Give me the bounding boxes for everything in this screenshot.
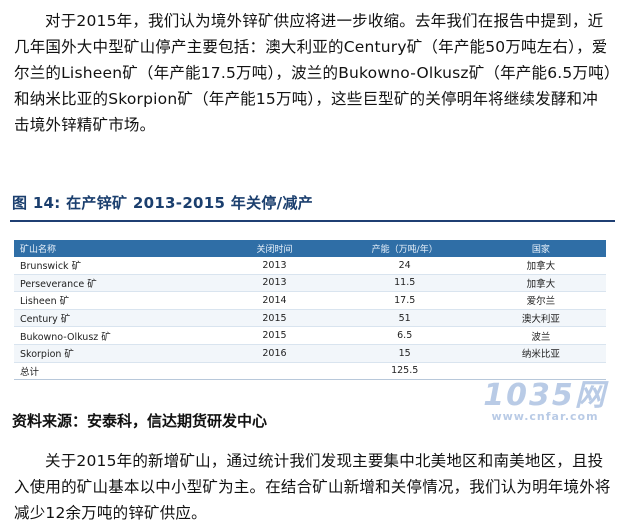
cell-mine-name: Bukowno-Olkusz 矿	[14, 326, 216, 345]
header-mine-name: 矿山名称	[14, 240, 216, 257]
header-capacity: 产能（万吨/年）	[333, 240, 476, 257]
cell-total-label: 总计	[14, 362, 216, 381]
figure-title: 图 14: 在产锌矿 2013-2015 年关停/减产	[12, 194, 314, 212]
table-row: Perseverance 矿 2013 11.5 加拿大	[14, 274, 606, 293]
cell-country: 澳大利亚	[475, 309, 606, 328]
watermark-logo: 1035网	[483, 378, 607, 413]
watermark-url: www.cnfar.com	[491, 410, 599, 423]
cell-close-time: 2013	[215, 274, 334, 293]
figure-title-rule	[10, 220, 615, 222]
cell-capacity: 51	[333, 309, 476, 328]
cell-close-time: 2015	[215, 326, 334, 345]
cell-country: 波兰	[475, 326, 606, 345]
cell-capacity: 11.5	[333, 274, 476, 293]
cell-capacity: 24	[333, 257, 476, 275]
cell-close-time: 2016	[215, 344, 334, 363]
cell-mine-name: Lisheen 矿	[14, 291, 216, 310]
cell-capacity: 15	[333, 344, 476, 363]
header-country: 国家	[475, 240, 606, 257]
table-row: Skorpion 矿 2016 15 纳米比亚	[14, 344, 606, 363]
cell-close-time: 2013	[215, 257, 334, 275]
cell-capacity: 6.5	[333, 326, 476, 345]
cell-country: 加拿大	[475, 257, 606, 275]
table-header-row: 矿山名称 关闭时间 产能（万吨/年） 国家	[14, 240, 606, 257]
table-row: Lisheen 矿 2014 17.5 爱尔兰	[14, 291, 606, 310]
cell-close-time: 2015	[215, 309, 334, 328]
cell-mine-name: Brunswick 矿	[14, 257, 216, 275]
source-note: 资料来源：安泰科，信达期货研发中心	[12, 412, 268, 430]
cell-mine-name: Perseverance 矿	[14, 274, 216, 293]
cell-total-country	[475, 362, 606, 381]
intro-paragraph: 对于2015年，我们认为境外锌矿供应将进一步收缩。去年我们在报告中提到，近几年国…	[14, 12, 612, 134]
cell-country: 爱尔兰	[475, 291, 606, 310]
table-row: Brunswick 矿 2013 24 加拿大	[14, 257, 606, 275]
table-total-row: 总计 125.5	[14, 362, 606, 381]
cell-total-capacity: 125.5	[333, 362, 476, 381]
cell-country: 纳米比亚	[475, 344, 606, 363]
cell-country: 加拿大	[475, 274, 606, 293]
cell-total-time	[215, 362, 334, 381]
cell-close-time: 2014	[215, 291, 334, 310]
mine-closure-table: 矿山名称 关闭时间 产能（万吨/年） 国家 Brunswick 矿 2013 2…	[14, 240, 606, 381]
cell-mine-name: Skorpion 矿	[14, 344, 216, 363]
table-row: Century 矿 2015 51 澳大利亚	[14, 309, 606, 328]
site-watermark: 1035网 www.cnfar.com	[470, 370, 620, 423]
table-row: Bukowno-Olkusz 矿 2015 6.5 波兰	[14, 326, 606, 345]
cell-capacity: 17.5	[333, 291, 476, 310]
closing-paragraph: 关于2015年的新增矿山，通过统计我们发现主要集中北美地区和南美地区，且投入使用…	[14, 452, 611, 522]
cell-mine-name: Century 矿	[14, 309, 216, 328]
header-close-time: 关闭时间	[215, 240, 334, 257]
